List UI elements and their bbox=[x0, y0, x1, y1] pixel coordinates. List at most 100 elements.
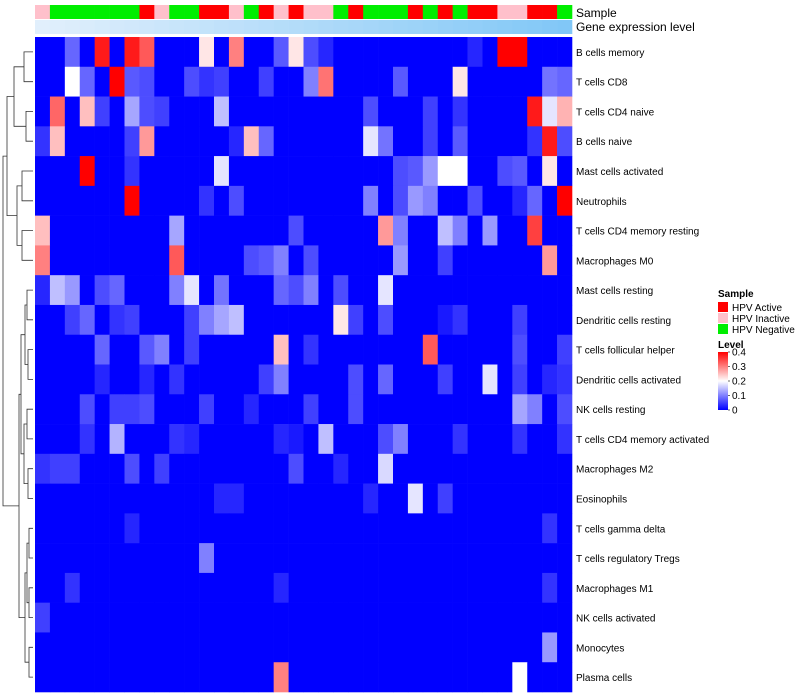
heatmap-cell bbox=[49, 96, 66, 127]
heatmap-cell bbox=[64, 66, 81, 97]
gene-track-cell bbox=[378, 20, 394, 34]
heatmap-cell bbox=[303, 424, 319, 455]
gene-track-cell bbox=[422, 20, 439, 34]
heatmap-cell bbox=[169, 453, 185, 484]
heatmap-cell bbox=[273, 126, 289, 157]
heatmap-cell bbox=[64, 453, 81, 484]
heatmap-cell bbox=[184, 483, 200, 514]
heatmap-cell bbox=[139, 632, 155, 663]
heatmap-cell bbox=[437, 572, 453, 603]
sample-track-cell bbox=[527, 5, 543, 19]
heatmap-cell bbox=[512, 66, 528, 97]
heatmap-cell bbox=[288, 602, 304, 633]
heatmap-cell bbox=[378, 66, 394, 97]
heatmap-cell bbox=[214, 37, 230, 68]
heatmap-cell bbox=[139, 453, 155, 484]
heatmap-cell bbox=[348, 304, 364, 336]
row-label: Macrophages M2 bbox=[576, 465, 654, 476]
heatmap-cell bbox=[303, 245, 319, 276]
heatmap-cell bbox=[303, 572, 319, 603]
heatmap-cell bbox=[94, 126, 110, 157]
heatmap-cell bbox=[318, 572, 334, 603]
heatmap-cell bbox=[467, 126, 483, 157]
row-label: Dendritic cells activated bbox=[576, 375, 681, 386]
heatmap-cell bbox=[452, 185, 468, 216]
heatmap-cell bbox=[527, 126, 543, 157]
heatmap-cell bbox=[467, 364, 483, 395]
heatmap-cell bbox=[422, 37, 439, 68]
heatmap-cell bbox=[482, 483, 498, 514]
heatmap-cell bbox=[109, 66, 125, 97]
gene-track-cell bbox=[79, 20, 95, 34]
heatmap-cell bbox=[542, 394, 558, 425]
heatmap-cell bbox=[527, 185, 543, 216]
heatmap-cell bbox=[333, 245, 349, 276]
heatmap-cell bbox=[407, 632, 424, 663]
heatmap-cell bbox=[139, 602, 155, 633]
sample-legend-label: HPV Negative bbox=[732, 325, 795, 336]
heatmap-cell bbox=[79, 483, 95, 514]
heatmap-cell bbox=[363, 215, 379, 246]
heatmap-cell bbox=[64, 185, 81, 216]
heatmap-cell bbox=[512, 304, 528, 336]
heatmap-cell bbox=[467, 96, 483, 127]
level-legend-tick-label: 0.4 bbox=[732, 348, 746, 359]
heatmap-cell bbox=[214, 245, 230, 276]
heatmap-cell bbox=[109, 96, 125, 127]
heatmap-cell bbox=[318, 334, 334, 365]
heatmap-cell bbox=[452, 156, 468, 187]
heatmap-cell bbox=[258, 602, 274, 633]
row-label: Plasma cells bbox=[576, 673, 632, 684]
heatmap-cell bbox=[273, 572, 289, 603]
heatmap-cell bbox=[512, 156, 528, 187]
sample-track-cell bbox=[542, 5, 558, 19]
heatmap-cell bbox=[154, 185, 170, 216]
heatmap-cell bbox=[318, 453, 334, 484]
heatmap-cell bbox=[527, 156, 543, 187]
heatmap-cell bbox=[557, 245, 573, 276]
heatmap-cell bbox=[303, 126, 319, 157]
heatmap-cell bbox=[139, 513, 155, 544]
heatmap-cell bbox=[437, 96, 453, 127]
heatmap-cell bbox=[184, 126, 200, 157]
heatmap-cell bbox=[258, 543, 274, 574]
gene-track-cell bbox=[258, 20, 274, 34]
sample-track-cell bbox=[452, 5, 468, 19]
heatmap-cell bbox=[94, 424, 110, 455]
heatmap-cell bbox=[109, 156, 125, 187]
heatmap-cell bbox=[512, 96, 528, 127]
heatmap-cell bbox=[512, 126, 528, 157]
heatmap-cell bbox=[258, 453, 274, 484]
heatmap-cell bbox=[393, 96, 409, 127]
sample-track-cell bbox=[467, 5, 483, 19]
heatmap-cell bbox=[228, 424, 245, 455]
heatmap-cell bbox=[228, 364, 245, 395]
heatmap-cell bbox=[228, 543, 245, 574]
heatmap-cell bbox=[154, 602, 170, 633]
heatmap-cell bbox=[273, 37, 289, 68]
heatmap-cell bbox=[64, 483, 81, 514]
sample-track-cell bbox=[318, 5, 334, 19]
heatmap-cell bbox=[199, 602, 215, 633]
heatmap-cell bbox=[35, 394, 51, 425]
heatmap-cell bbox=[437, 245, 453, 276]
heatmap-cell bbox=[497, 275, 513, 306]
heatmap-cell bbox=[228, 275, 245, 306]
heatmap-cell bbox=[452, 483, 468, 514]
gene-track-cell bbox=[512, 20, 528, 34]
heatmap-cell bbox=[243, 215, 260, 246]
heatmap-cell bbox=[512, 424, 528, 455]
gene-track-cell bbox=[64, 20, 81, 34]
heatmap-cell bbox=[393, 215, 409, 246]
heatmap-cell bbox=[452, 543, 468, 574]
heatmap-cell bbox=[35, 602, 51, 633]
sample-track-cell bbox=[184, 5, 200, 19]
heatmap-cell bbox=[482, 394, 498, 425]
heatmap-cell bbox=[393, 245, 409, 276]
sample-track-cell bbox=[407, 5, 424, 19]
gene-track-cell bbox=[273, 20, 289, 34]
heatmap-cell bbox=[557, 304, 573, 336]
heatmap-cell bbox=[527, 453, 543, 484]
heatmap-cell bbox=[169, 632, 185, 663]
